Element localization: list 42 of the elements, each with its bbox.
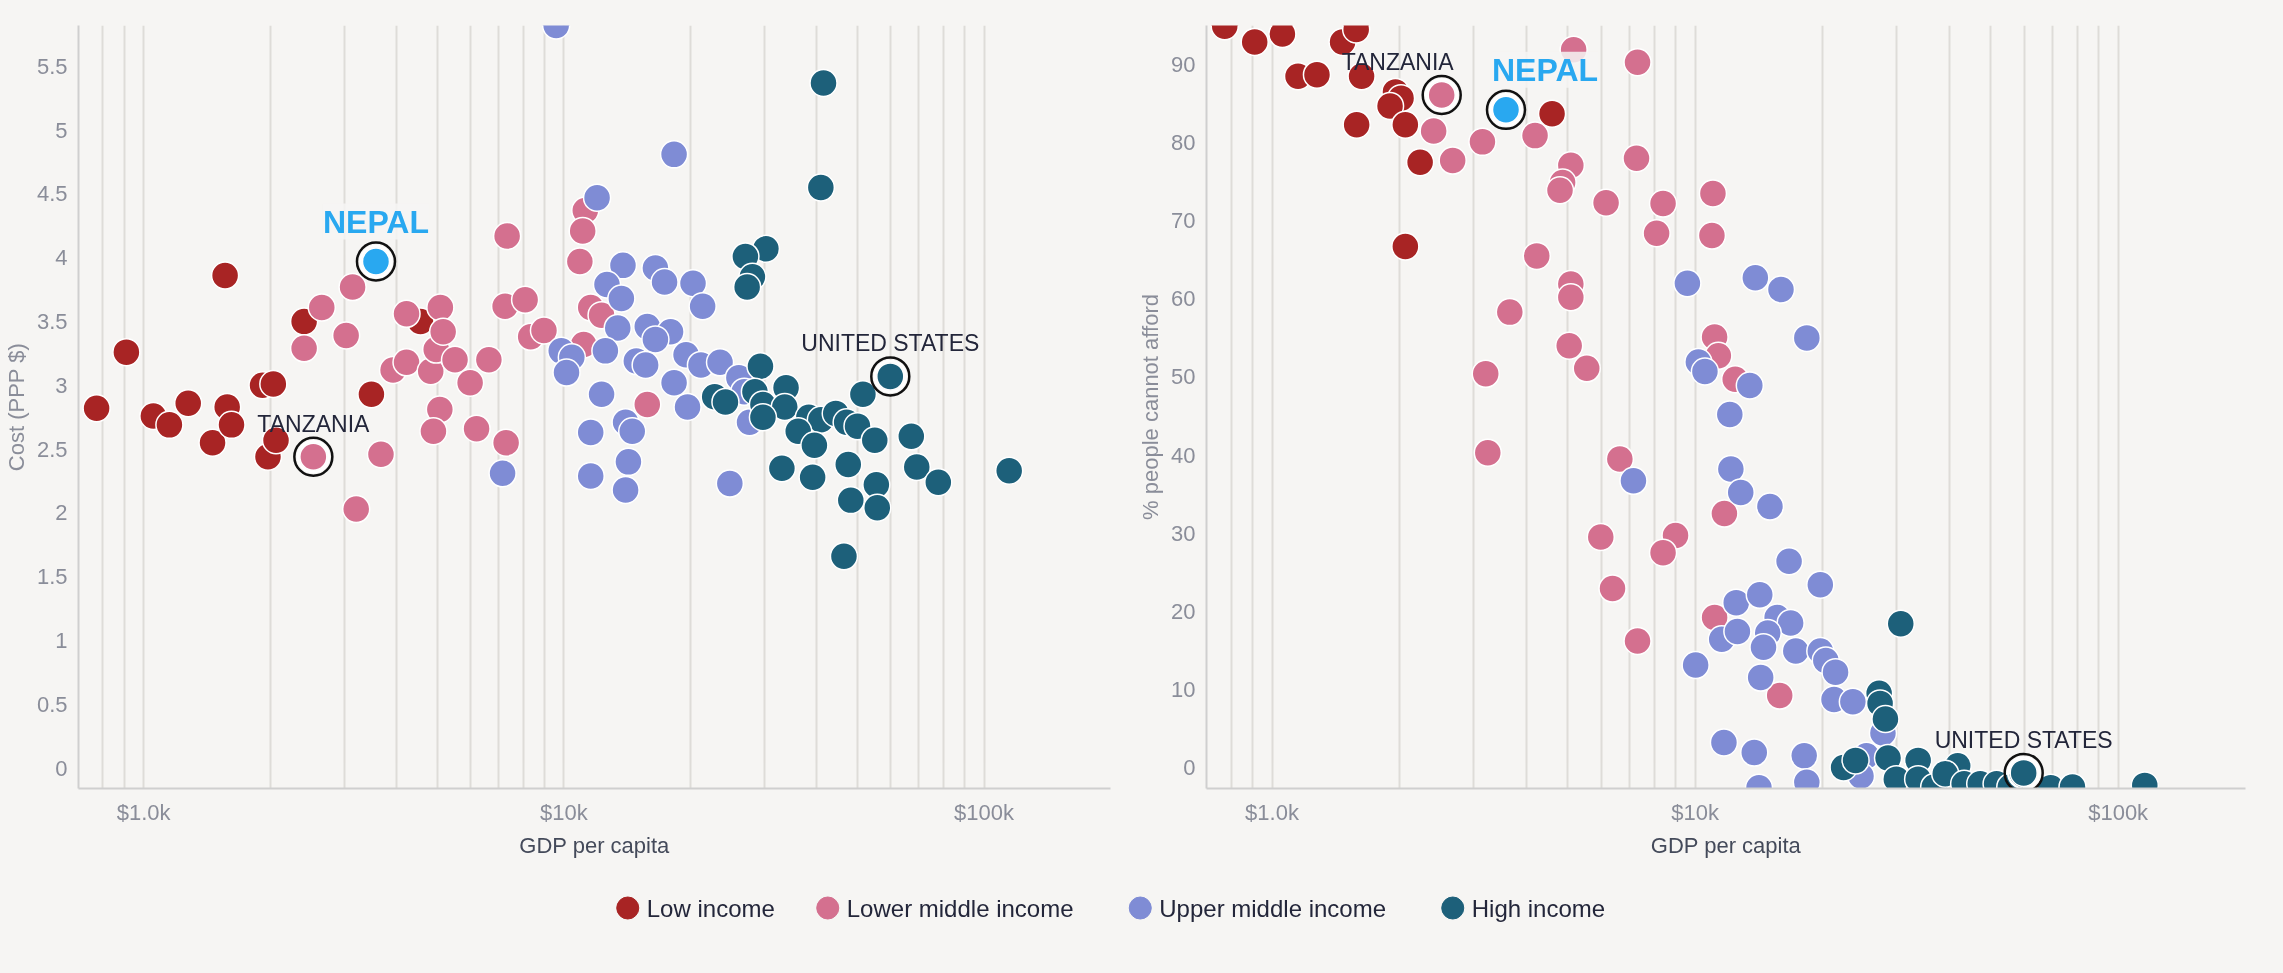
legend-label: Upper middle income [1159, 894, 1387, 922]
x-tick-label: $100k [2088, 799, 2150, 825]
y-tick-label: 4.5 [36, 181, 68, 207]
x-tick-label: $100k [954, 799, 1015, 825]
legend-label: Low income [646, 894, 775, 922]
x-axis-title: GDP per capita [519, 832, 671, 858]
annotation: TANZANIA [1341, 49, 1455, 76]
annotation: UNITED STATES [801, 330, 980, 357]
y-axis-title: % people cannot afford [1138, 294, 1164, 520]
legend-label: High income [1471, 894, 1606, 922]
y-tick-label: 0.5 [36, 691, 68, 717]
y-tick-label: 90 [1171, 52, 1196, 78]
series-label: NEPAL [322, 203, 430, 240]
series-label: NEPAL [1492, 51, 1599, 88]
y-tick-label: 70 [1171, 208, 1196, 234]
y-tick-label: 0 [55, 755, 68, 781]
y-tick-label: 50 [1171, 364, 1196, 390]
y-tick-label: 5 [55, 117, 68, 143]
y-tick-label: 2 [55, 500, 68, 526]
y-tick-label: 3.5 [36, 309, 68, 335]
y-tick-label: 3 [55, 372, 68, 398]
y-axis-title: Cost (PPP $) [3, 343, 29, 472]
annotation: TANZANIA [257, 410, 371, 437]
annotation: UNITED STATES [1934, 726, 2113, 753]
x-tick-label: $10k [539, 799, 589, 825]
y-tick-label: 40 [1171, 442, 1196, 468]
y-tick-label: 0 [1183, 754, 1196, 780]
y-tick-label: 1 [55, 627, 68, 653]
y-tick-label: 10 [1171, 676, 1196, 702]
legend-label: Lower middle income [846, 894, 1074, 922]
y-tick-label: 20 [1171, 598, 1196, 624]
y-tick-label: 30 [1171, 520, 1196, 546]
x-tick-label: $1.0k [1245, 799, 1300, 825]
y-tick-label: 2.5 [36, 436, 68, 462]
y-tick-label: 80 [1171, 130, 1196, 156]
x-axis-title: GDP per capita [1650, 832, 1802, 858]
x-tick-label: $10k [1671, 799, 1720, 825]
y-tick-label: 5.5 [36, 53, 68, 79]
y-tick-label: 1.5 [36, 564, 68, 590]
y-tick-label: 4 [55, 245, 68, 271]
y-tick-label: 60 [1171, 286, 1196, 312]
x-tick-label: $1.0k [116, 799, 172, 825]
